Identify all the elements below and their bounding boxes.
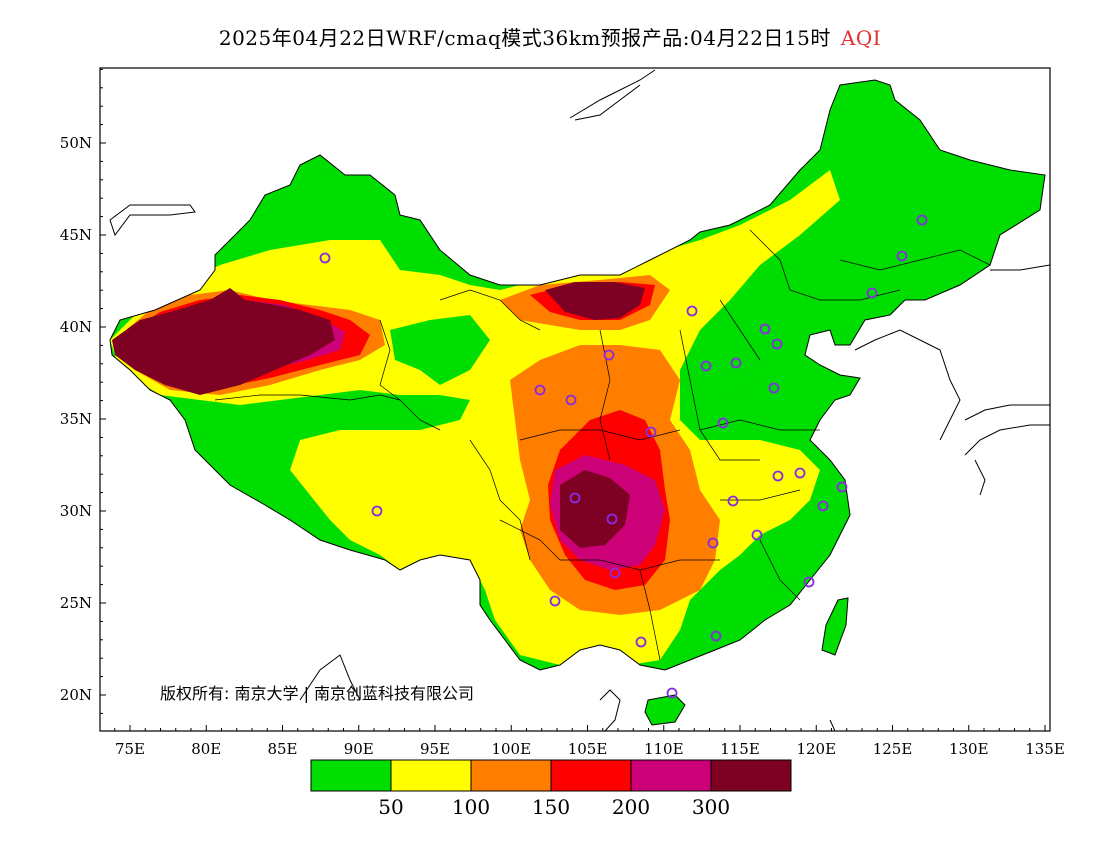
legend-label: 150 (531, 795, 571, 819)
legend-swatch (550, 759, 632, 792)
aqi-good-southeast (720, 500, 845, 630)
legend-label: 300 (691, 795, 731, 819)
station-nanjing (794, 467, 806, 479)
legend-swatch (630, 759, 712, 792)
station-xining (534, 384, 546, 396)
station-changsha (707, 537, 719, 549)
map-title: 2025年04月22日WRF/cmaq模式36km预报产品:04月22日15时 A… (0, 22, 1100, 51)
y-tick-label: 45N (60, 226, 92, 244)
aqi-hazardous-taklimakan (112, 288, 335, 395)
station-markers (319, 214, 928, 699)
y-tick-label: 25N (60, 594, 92, 612)
station-wuhan (727, 495, 739, 507)
station-changchun (896, 250, 908, 262)
y-tick-label: 30N (60, 502, 92, 520)
y-axis-ticks: 20N 25N 30N 35N 40N 45N 50N (60, 68, 106, 714)
station-urumqi (319, 252, 331, 264)
aqi-good-north-china (680, 290, 820, 430)
station-nanning (635, 636, 647, 648)
legend-swatch (710, 759, 792, 792)
aqi-good-plateau (390, 315, 490, 385)
taiwan-island (821, 597, 849, 656)
station-guiyang (609, 567, 621, 579)
aqi-hazardous-inner-mongolia (545, 282, 645, 320)
x-tick-label: 80E (191, 740, 221, 758)
title-variable: AQI (840, 26, 882, 50)
y-tick-label: 20N (60, 686, 92, 704)
station-lanzhou (565, 394, 577, 406)
station-beijing (759, 323, 771, 335)
map-frame (99, 67, 1051, 732)
legend-label: 100 (451, 795, 491, 819)
aqi-good-tibet (190, 410, 350, 545)
x-tick-label: 125E (873, 740, 913, 758)
station-guangzhou (710, 630, 722, 642)
x-tick-label: 110E (644, 740, 684, 758)
station-jinan (768, 382, 780, 394)
station-xian (645, 426, 657, 438)
station-taiyuan (700, 360, 712, 372)
legend-swatch (470, 759, 552, 792)
legend-labels: 50 100 150 200 300 (0, 795, 1100, 825)
station-hefei (772, 470, 784, 482)
x-tick-label: 100E (491, 740, 531, 758)
station-fuzhou (803, 576, 815, 588)
aqi-hazardous-sichuan (560, 470, 630, 548)
aqi-legend-bar (310, 759, 792, 792)
station-kunming (549, 595, 561, 607)
station-hohhot (686, 305, 698, 317)
x-tick-label: 90E (344, 740, 374, 758)
station-hangzhou (817, 500, 829, 512)
legend-label: 50 (378, 795, 404, 819)
y-tick-label: 50N (60, 134, 92, 152)
station-yinchuan (603, 349, 615, 361)
station-shijiazhuang (730, 357, 742, 369)
x-tick-label: 135E (1025, 740, 1065, 758)
x-tick-label: 115E (720, 740, 760, 758)
x-axis-ticks: 75E 80E 85E 90E 95E 100E 105E 110E 115E 120E 125E 1… (114, 725, 1065, 758)
station-nanchang (751, 529, 763, 541)
neighbor-coastlines (109, 69, 1050, 731)
station-zhengzhou (717, 417, 729, 429)
station-chongqing (606, 513, 618, 525)
x-tick-label: 105E (568, 740, 608, 758)
y-tick-label: 35N (60, 410, 92, 428)
legend-swatch (310, 759, 392, 792)
x-tick-label: 130E (949, 740, 989, 758)
station-haikou (666, 687, 678, 699)
china-border (109, 79, 1046, 671)
station-chengdu (569, 492, 581, 504)
x-tick-label: 95E (420, 740, 450, 758)
x-tick-label: 85E (267, 740, 297, 758)
x-tick-label: 120E (796, 740, 836, 758)
legend-label: 200 (611, 795, 651, 819)
station-harbin (916, 214, 928, 226)
station-tianjin (771, 338, 783, 350)
title-main: 2025年04月22日WRF/cmaq模式36km预报产品:04月22日15时 (218, 26, 831, 50)
copyright-text: 版权所有: 南京大学 | 南京创蓝科技有限公司 (160, 684, 475, 703)
station-shenyang (866, 287, 878, 299)
station-shanghai (836, 481, 848, 493)
map-content (109, 69, 1050, 731)
legend-swatch (390, 759, 472, 792)
x-tick-label: 75E (115, 740, 145, 758)
station-lhasa (371, 505, 383, 517)
y-tick-label: 40N (60, 318, 92, 336)
hainan-island (644, 694, 686, 726)
